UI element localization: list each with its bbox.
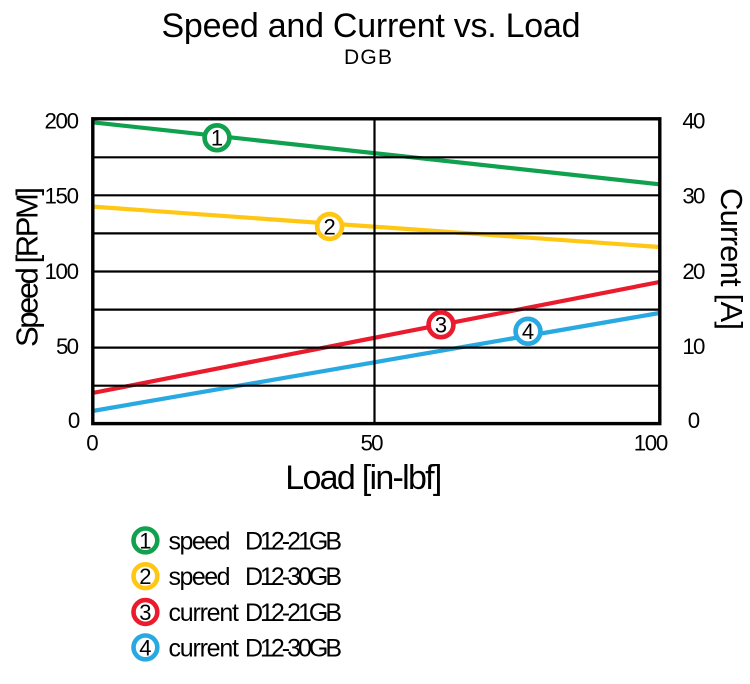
svg-text:speed: speed: [169, 563, 231, 591]
svg-text:20: 20: [682, 259, 705, 284]
svg-text:Current [A]: Current [A]: [714, 188, 749, 330]
svg-text:3: 3: [139, 600, 151, 625]
svg-text:150: 150: [45, 183, 80, 208]
svg-text:Speed [RPM]: Speed [RPM]: [10, 187, 45, 347]
svg-text:2: 2: [323, 214, 335, 239]
svg-text:D12-30GB: D12-30GB: [245, 634, 342, 662]
svg-text:1: 1: [211, 126, 223, 151]
svg-text:D12-30GB: D12-30GB: [245, 563, 342, 591]
svg-text:current: current: [169, 599, 240, 627]
svg-text:D12-21GB: D12-21GB: [245, 599, 342, 627]
svg-text:10: 10: [682, 334, 705, 359]
svg-text:3: 3: [435, 313, 447, 338]
svg-text:0: 0: [86, 431, 98, 456]
svg-text:40: 40: [682, 109, 705, 134]
svg-text:DGB: DGB: [344, 46, 392, 69]
svg-text:4: 4: [139, 635, 151, 660]
svg-text:speed: speed: [169, 527, 231, 555]
svg-text:200: 200: [45, 109, 80, 134]
svg-text:30: 30: [682, 183, 705, 208]
svg-text:0: 0: [688, 408, 700, 433]
svg-text:0: 0: [68, 408, 80, 433]
svg-text:current: current: [169, 634, 240, 662]
svg-text:100: 100: [45, 259, 80, 284]
svg-text:4: 4: [522, 319, 534, 344]
svg-text:1: 1: [139, 528, 151, 553]
svg-text:50: 50: [56, 334, 79, 359]
svg-text:Speed and Current vs. Load: Speed and Current vs. Load: [162, 7, 581, 45]
svg-text:50: 50: [361, 431, 384, 456]
svg-text:2: 2: [139, 564, 151, 589]
svg-text:Load [in-lbf]: Load [in-lbf]: [285, 459, 442, 497]
svg-text:100: 100: [634, 431, 669, 456]
svg-text:D12-21GB: D12-21GB: [245, 527, 342, 555]
